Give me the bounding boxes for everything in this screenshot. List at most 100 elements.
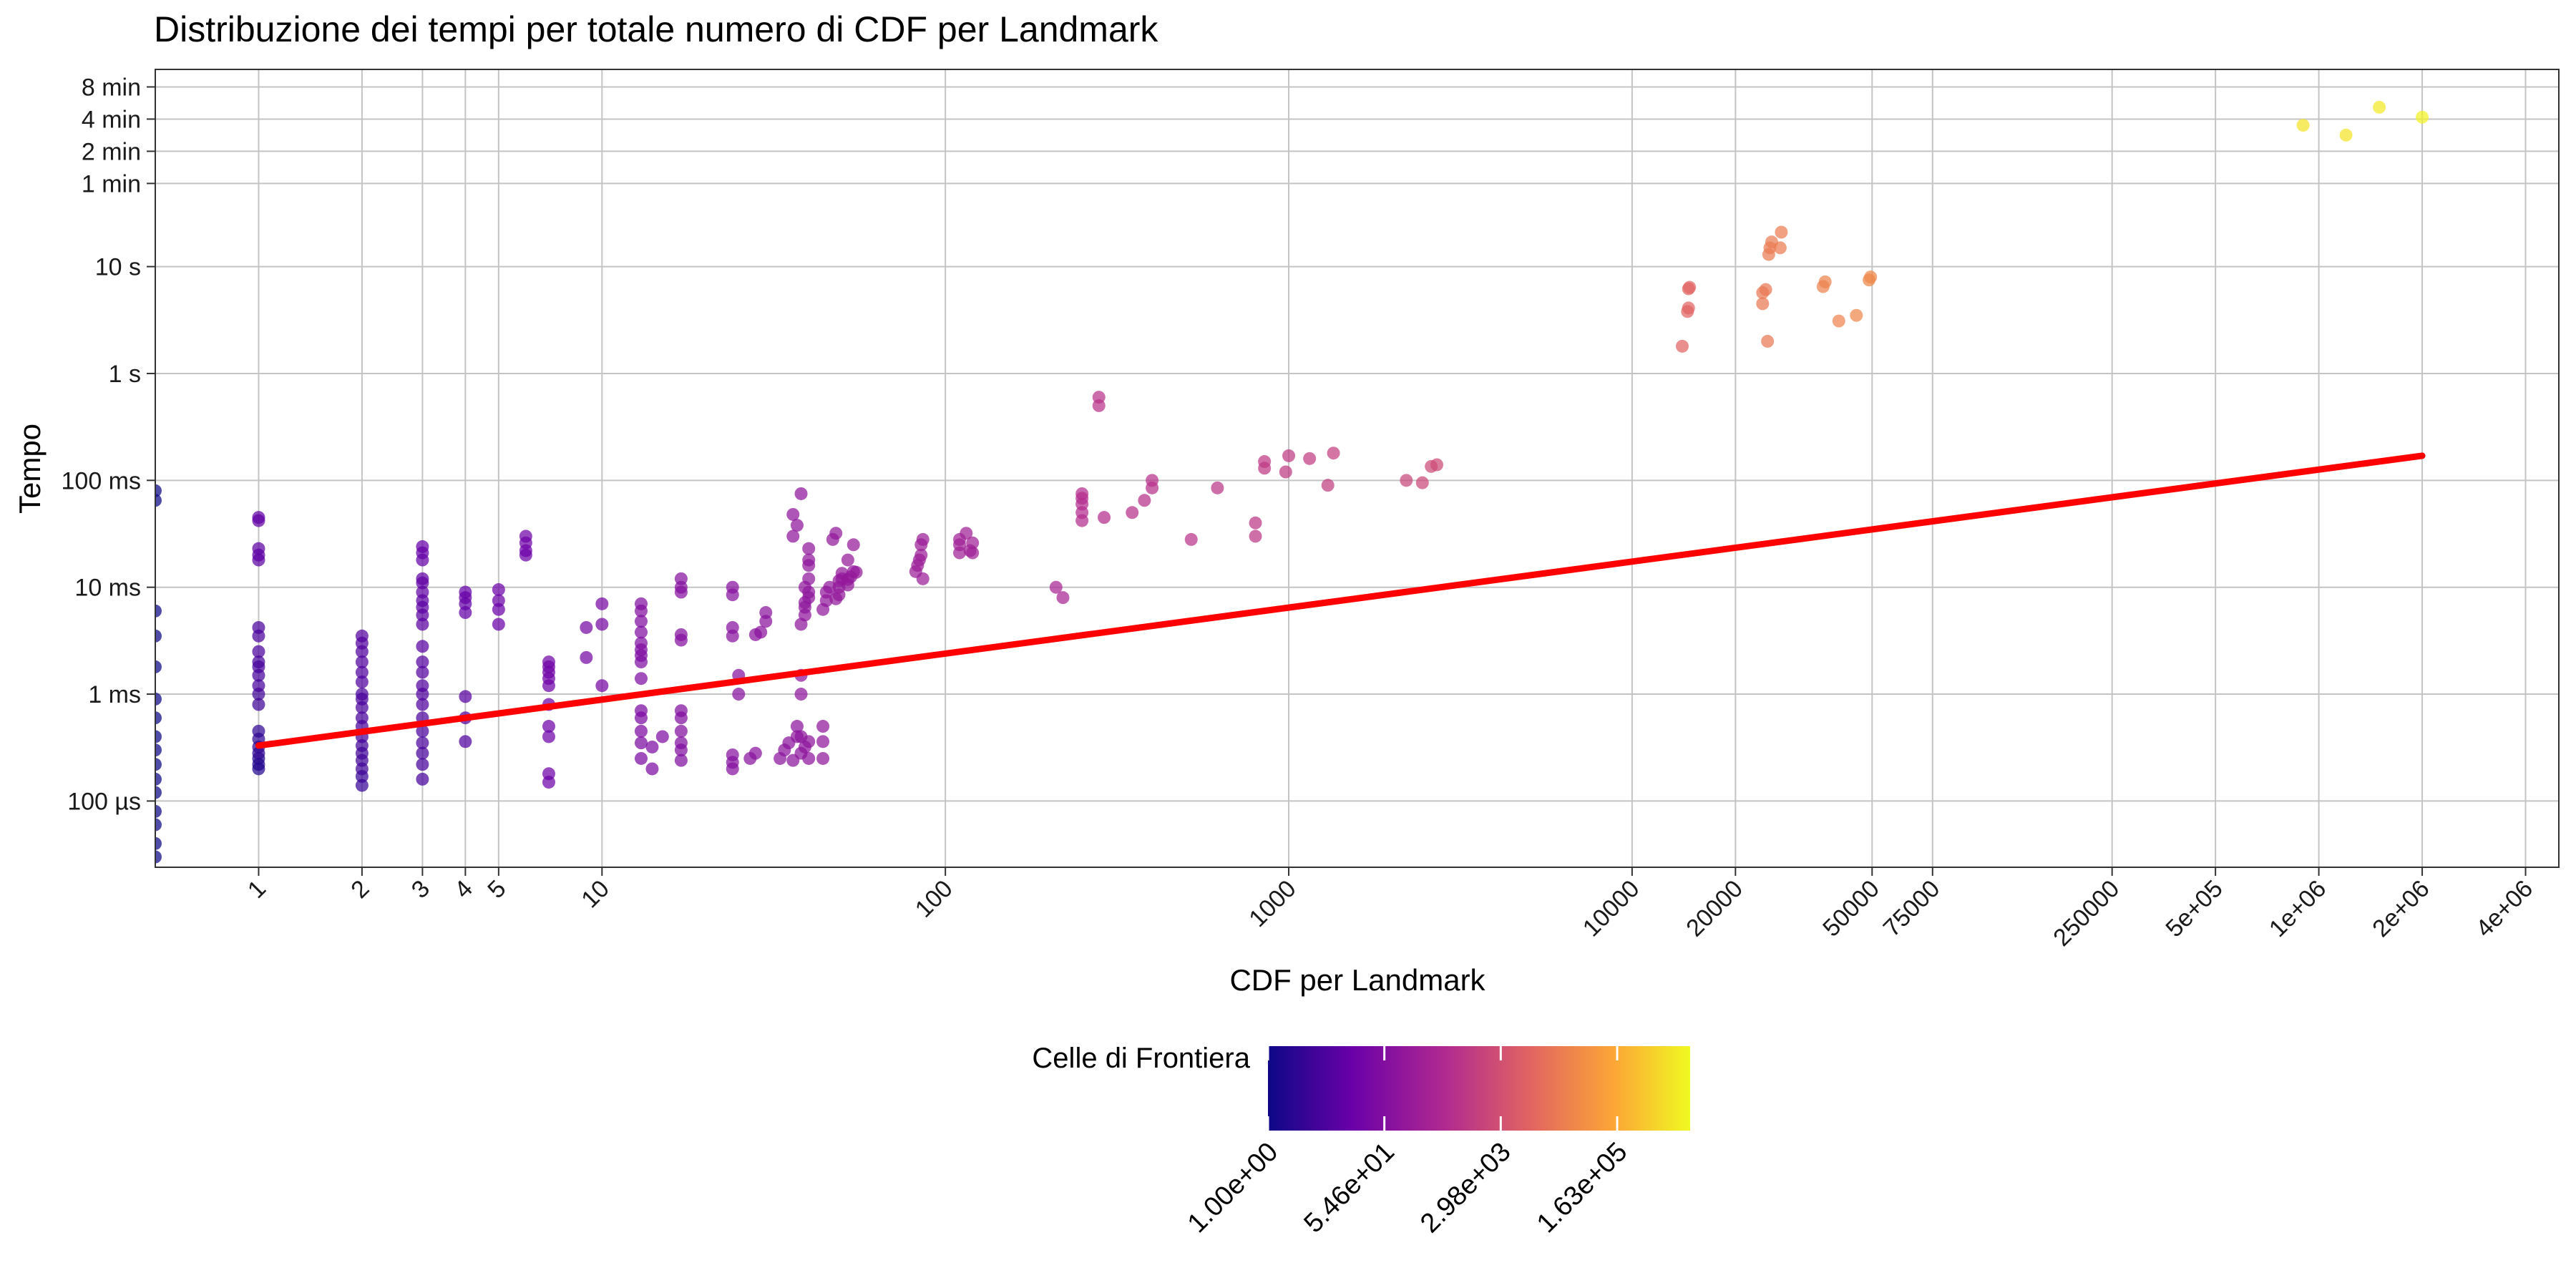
data-point bbox=[155, 836, 162, 850]
data-point bbox=[595, 618, 609, 631]
data-point bbox=[2339, 128, 2353, 142]
y-tick-label: 100 ms bbox=[62, 467, 142, 494]
data-point bbox=[416, 679, 429, 693]
data-point bbox=[1818, 275, 1832, 288]
data-point bbox=[459, 585, 472, 599]
data-point bbox=[1415, 476, 1429, 489]
data-point bbox=[1184, 532, 1198, 546]
data-point bbox=[1676, 339, 1689, 353]
data-point bbox=[816, 720, 830, 733]
data-point bbox=[1761, 334, 1775, 348]
data-point bbox=[674, 628, 688, 641]
data-point bbox=[634, 724, 648, 738]
data-point bbox=[492, 618, 505, 631]
data-point bbox=[1303, 452, 1317, 465]
data-point bbox=[580, 650, 593, 664]
data-point bbox=[790, 720, 804, 733]
data-point bbox=[674, 572, 688, 585]
data-point bbox=[966, 536, 980, 550]
data-point bbox=[726, 620, 739, 634]
data-point bbox=[1211, 481, 1224, 494]
y-tick-label: 2 min bbox=[82, 138, 141, 165]
data-point bbox=[416, 640, 429, 653]
data-point bbox=[726, 748, 739, 761]
x-tick-label: 100 bbox=[910, 875, 958, 923]
data-point bbox=[1075, 487, 1089, 500]
data-point bbox=[2373, 100, 2386, 114]
data-point bbox=[155, 629, 162, 643]
plot-frame bbox=[155, 69, 2560, 868]
data-point bbox=[794, 487, 808, 500]
data-point bbox=[252, 542, 265, 555]
data-point bbox=[155, 692, 162, 706]
data-point bbox=[1056, 591, 1070, 605]
data-point bbox=[1327, 447, 1340, 460]
x-tick-label: 1000 bbox=[1244, 875, 1301, 932]
x-tick-label: 2 bbox=[346, 875, 374, 904]
data-point bbox=[754, 625, 768, 639]
x-tick-label: 3 bbox=[406, 875, 435, 904]
data-point bbox=[155, 711, 162, 725]
x-tick-label: 75000 bbox=[1878, 875, 1946, 942]
data-point bbox=[355, 655, 369, 669]
data-point bbox=[1138, 494, 1151, 507]
data-point bbox=[542, 655, 555, 669]
data-point bbox=[816, 751, 830, 765]
data-point bbox=[655, 730, 669, 743]
data-point bbox=[1400, 474, 1413, 487]
data-point bbox=[841, 553, 854, 567]
data-point bbox=[492, 594, 505, 608]
data-point bbox=[355, 738, 369, 752]
data-point bbox=[1321, 479, 1335, 492]
data-point bbox=[802, 542, 816, 555]
data-point bbox=[416, 618, 429, 631]
data-point bbox=[252, 698, 265, 711]
data-point bbox=[816, 735, 830, 748]
data-point bbox=[674, 753, 688, 767]
data-point bbox=[847, 538, 860, 552]
data-point bbox=[802, 553, 816, 567]
data-point bbox=[802, 735, 816, 748]
y-tick-label: 1 ms bbox=[88, 681, 141, 708]
data-point bbox=[645, 762, 659, 776]
data-point bbox=[634, 597, 648, 610]
data-point bbox=[252, 620, 265, 634]
x-tick-label: 4e+06 bbox=[2471, 875, 2538, 942]
x-tick-label: 5 bbox=[482, 875, 511, 904]
data-point bbox=[355, 688, 369, 701]
data-point bbox=[459, 735, 472, 748]
x-tick-label: 5e+05 bbox=[2160, 875, 2228, 942]
data-point bbox=[966, 546, 980, 560]
data-point bbox=[252, 655, 265, 669]
data-point bbox=[416, 736, 429, 750]
data-point bbox=[916, 572, 930, 585]
data-point bbox=[1146, 474, 1159, 487]
data-point bbox=[829, 527, 843, 540]
data-point bbox=[634, 625, 648, 639]
data-point bbox=[355, 779, 369, 792]
data-point bbox=[823, 580, 836, 594]
data-point bbox=[595, 679, 609, 693]
data-point bbox=[416, 724, 429, 738]
data-point bbox=[732, 688, 746, 701]
x-tick-label: 1e+06 bbox=[2264, 875, 2331, 942]
data-point bbox=[634, 704, 648, 718]
data-point bbox=[790, 519, 804, 532]
data-point bbox=[416, 540, 429, 553]
chart-title: Distribuzione dei tempi per totale numer… bbox=[154, 9, 1158, 49]
color-legend-tick-label: 1.63e+05 bbox=[1531, 1137, 1634, 1239]
data-point bbox=[794, 618, 808, 631]
data-point bbox=[155, 850, 162, 864]
data-point bbox=[960, 527, 973, 540]
data-point bbox=[355, 629, 369, 643]
data-point bbox=[416, 746, 429, 760]
x-tick-label: 2e+06 bbox=[2367, 875, 2434, 942]
data-point bbox=[1258, 455, 1272, 469]
grid-lines bbox=[155, 69, 2559, 867]
data-point bbox=[492, 583, 505, 597]
y-axis-ticks: 100 µs 1 ms 10 ms 100 ms 1 s 10 s 1 min 2 min 4 … bbox=[62, 74, 155, 815]
data-point bbox=[416, 758, 429, 771]
data-point bbox=[155, 772, 162, 786]
